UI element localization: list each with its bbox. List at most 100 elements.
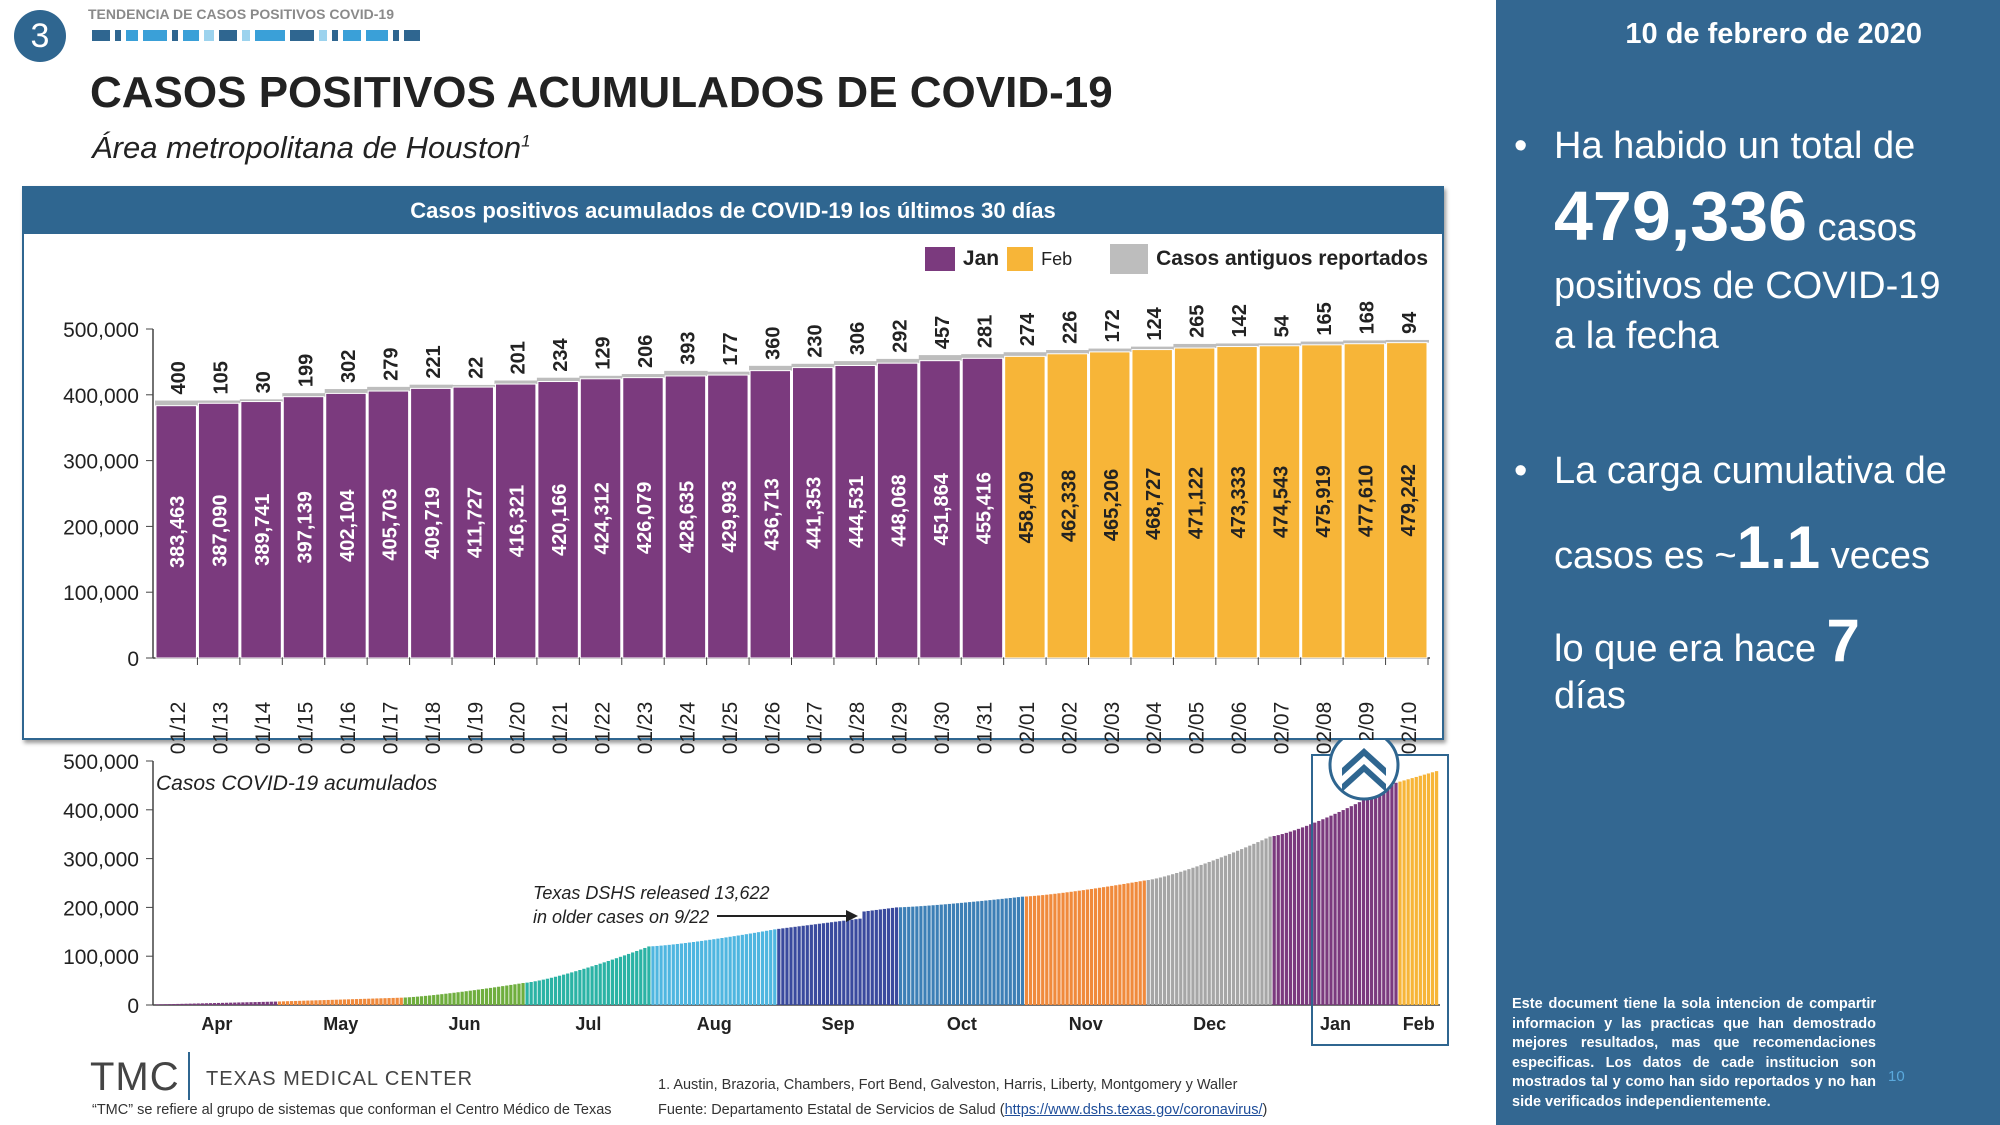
daily-bar	[1406, 779, 1410, 1005]
bar	[1004, 355, 1046, 659]
daily-bar	[220, 1002, 225, 1005]
strip-block	[92, 30, 110, 41]
daily-bar	[423, 995, 428, 1005]
daily-bar	[1365, 798, 1370, 1005]
bar	[1343, 343, 1386, 659]
daily-bar	[1341, 810, 1345, 1005]
daily-bar	[651, 946, 655, 1005]
daily-bar	[1102, 887, 1106, 1005]
daily-bar	[196, 1003, 200, 1005]
daily-bar	[870, 910, 874, 1005]
daily-bar	[720, 938, 724, 1005]
daily-bar	[614, 958, 619, 1005]
strip-block	[393, 30, 399, 41]
daily-bar	[598, 963, 602, 1005]
month-label: Jan	[1320, 1014, 1351, 1034]
daily-bar	[797, 926, 801, 1005]
daily-bar	[842, 920, 846, 1005]
source-link[interactable]: https://www.dshs.texas.gov/coronavirus/	[1004, 1102, 1263, 1118]
daily-bar	[992, 899, 996, 1005]
month-label: Nov	[1069, 1014, 1103, 1034]
y-tick-label: 100,000	[63, 582, 139, 605]
daily-bar	[1211, 860, 1215, 1005]
daily-bar	[233, 1002, 237, 1005]
section-badge: 3	[14, 10, 66, 62]
daily-bar	[996, 899, 1000, 1005]
daily-bar	[1353, 804, 1357, 1005]
daily-bar	[728, 936, 732, 1005]
daily-bar	[947, 903, 951, 1005]
x-tick-label: 01/22	[592, 702, 615, 755]
daily-bar	[1309, 824, 1313, 1005]
tmc-logo: TMC	[90, 1055, 180, 1099]
daily-bar	[480, 989, 485, 1005]
old-cases-cap	[621, 374, 666, 378]
daily-bar	[1418, 775, 1422, 1005]
daily-bar	[939, 904, 943, 1005]
x-tick-label: 01/13	[210, 702, 233, 755]
old-cases-cap	[1003, 352, 1048, 357]
daily-bar	[732, 936, 736, 1005]
old-cases-label: 226	[1059, 311, 1081, 344]
daily-bar	[387, 998, 391, 1005]
daily-bar	[1024, 896, 1029, 1005]
daily-bar	[1138, 881, 1142, 1005]
bar	[410, 387, 452, 659]
daily-bar	[342, 999, 347, 1005]
strip-block	[126, 30, 138, 41]
daily-bar	[1130, 882, 1134, 1005]
old-cases-label: 400	[168, 361, 190, 394]
daily-bar	[269, 1001, 273, 1005]
total-cases: 479,336	[1554, 177, 1808, 256]
daily-bar	[626, 953, 631, 1005]
daily-bar	[1162, 876, 1167, 1005]
x-tick-label: 01/17	[379, 702, 402, 755]
daily-bar	[1122, 883, 1126, 1005]
daily-bar	[903, 907, 907, 1005]
old-cases-label: 129	[593, 336, 615, 369]
legend-swatch-feb	[1007, 247, 1034, 271]
daily-bar	[444, 993, 448, 1005]
old-cases-label: 201	[508, 341, 530, 374]
daily-bar	[1016, 897, 1021, 1005]
daily-bar	[854, 919, 858, 1005]
annotation-line2: in older cases on 9/22	[533, 907, 709, 927]
daily-bar	[168, 1004, 172, 1005]
daily-bar	[1126, 883, 1130, 1005]
y-tick-label: 0	[127, 995, 139, 1018]
bar	[919, 360, 961, 659]
daily-bar	[1264, 838, 1268, 1005]
y-tick-label: 100,000	[63, 946, 139, 969]
daily-bar	[1077, 890, 1081, 1005]
daily-bar	[850, 919, 854, 1005]
daily-bar	[1065, 892, 1069, 1005]
old-cases-label: 206	[635, 335, 657, 368]
daily-bar	[602, 962, 606, 1005]
daily-bar	[289, 1001, 294, 1005]
daily-bar	[594, 964, 598, 1005]
daily-bar	[740, 934, 744, 1005]
x-tick-label: 01/15	[295, 702, 318, 755]
daily-bar	[1260, 840, 1264, 1005]
daily-bar	[1280, 834, 1284, 1005]
bar	[1131, 349, 1173, 659]
daily-bar	[1329, 815, 1333, 1005]
bar	[325, 392, 367, 659]
daily-bar	[1284, 832, 1288, 1005]
daily-bar	[265, 1001, 269, 1005]
daily-bar	[1150, 879, 1154, 1005]
daily-bar	[1061, 892, 1065, 1005]
x-tick-label: 01/20	[507, 702, 530, 755]
daily-bar	[448, 993, 452, 1005]
y-tick-label: 400,000	[63, 800, 139, 823]
daily-bar	[172, 1004, 176, 1005]
daily-bar	[468, 990, 472, 1005]
subtitle-text: Área metropolitana de Houston	[92, 130, 522, 165]
daily-bar	[777, 928, 781, 1005]
old-cases-cap	[324, 389, 369, 394]
daily-bar	[574, 971, 578, 1005]
daily-bar	[501, 986, 505, 1005]
daily-bar	[509, 984, 513, 1005]
daily-bar	[407, 997, 411, 1005]
daily-bar	[298, 1000, 302, 1005]
